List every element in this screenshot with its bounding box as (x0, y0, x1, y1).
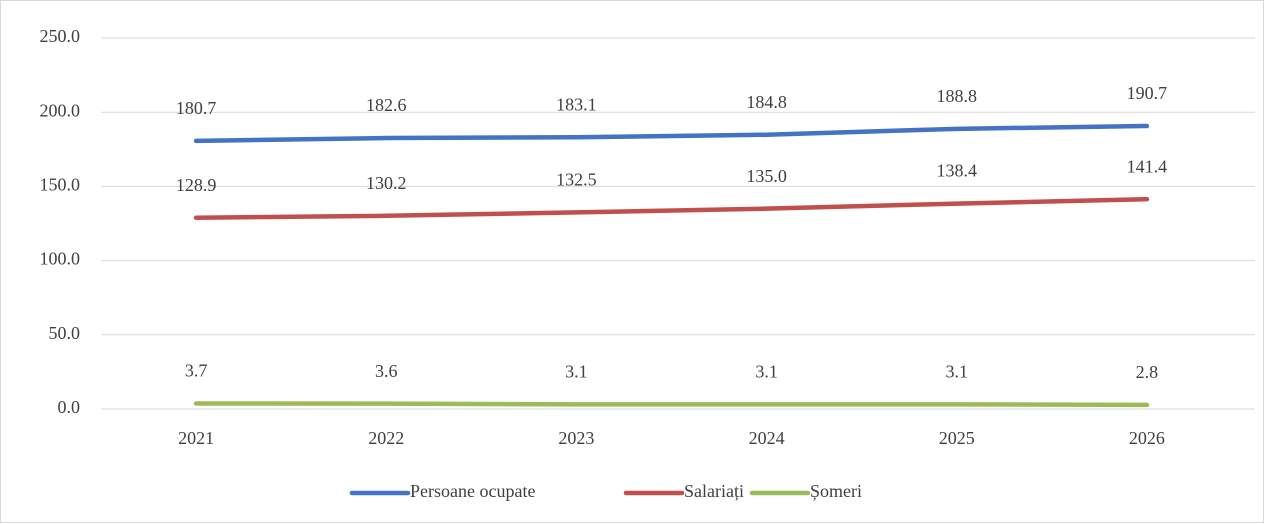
x-tick-label: 2021 (178, 428, 214, 448)
x-tick-label: 2024 (749, 428, 785, 448)
x-tick-label: 2023 (558, 428, 594, 448)
data-label: 183.1 (556, 94, 597, 114)
y-tick-label: 50.0 (49, 323, 81, 343)
data-label: 3.6 (375, 361, 398, 381)
y-tick-label: 150.0 (40, 175, 81, 195)
data-label: 3.1 (755, 362, 778, 382)
data-label: 138.4 (937, 161, 978, 181)
data-label: 130.2 (366, 173, 407, 193)
data-label: 141.4 (1127, 156, 1168, 176)
data-label: 135.0 (746, 166, 787, 186)
y-tick-label: 100.0 (40, 249, 81, 269)
legend-label: Persoane ocupate (410, 481, 535, 501)
data-label: 3.7 (185, 361, 208, 381)
series-line (193, 401, 1150, 408)
legend-label: Salariați (684, 481, 744, 501)
data-label: 2.8 (1136, 362, 1159, 382)
x-tick-label: 2025 (939, 428, 975, 448)
x-tick-label: 2022 (368, 428, 404, 448)
y-tick-label: 200.0 (40, 100, 81, 120)
data-label: 3.1 (565, 362, 588, 382)
y-tick-label: 0.0 (58, 397, 81, 417)
data-label: 190.7 (1127, 83, 1168, 103)
y-tick-label: 250.0 (40, 26, 81, 46)
series-line (193, 196, 1150, 220)
data-label: 180.7 (176, 98, 217, 118)
data-label: 182.6 (366, 95, 407, 115)
data-label: 184.8 (746, 92, 787, 112)
x-tick-label: 2026 (1129, 428, 1165, 448)
legend-label: Șomeri (810, 481, 862, 501)
series-line (193, 123, 1150, 144)
data-label: 128.9 (176, 175, 217, 195)
data-label: 188.8 (937, 86, 978, 106)
data-label: 3.1 (946, 362, 969, 382)
data-label: 132.5 (556, 169, 597, 189)
